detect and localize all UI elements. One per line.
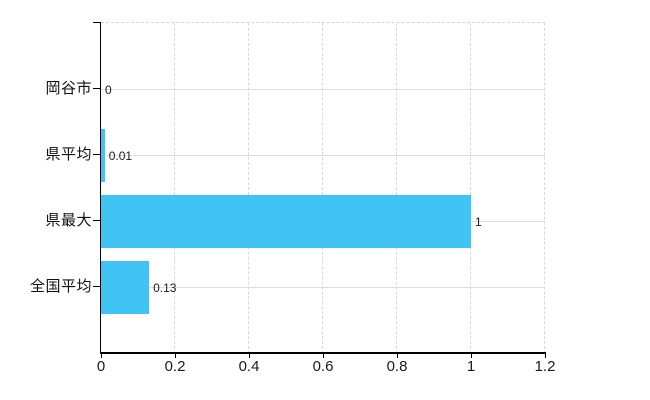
- y-axis-line: [99, 22, 102, 353]
- bar-value-label: 0: [105, 82, 112, 97]
- horizontal-gridline: [101, 155, 545, 156]
- bar-value-label: 0.01: [108, 148, 133, 163]
- x-axis-line: [99, 352, 546, 354]
- y-axis-top-tick: [93, 21, 100, 23]
- vertical-gridline: [248, 23, 249, 354]
- x-axis-tick: [248, 353, 250, 358]
- bar: [101, 261, 149, 314]
- x-axis-tick-label: 1: [466, 358, 476, 375]
- y-axis-tick: [93, 285, 100, 288]
- x-axis-tick: [544, 353, 546, 358]
- horizontal-gridline: [101, 287, 545, 288]
- bar-value-label: 1: [475, 214, 482, 229]
- y-axis-category-label: 県最大: [45, 211, 92, 229]
- x-axis-tick-label: 0: [96, 358, 106, 375]
- vertical-gridline: [174, 23, 175, 354]
- x-axis-tick: [396, 353, 398, 358]
- vertical-gridline: [396, 23, 397, 354]
- x-axis-tick-label: 0.8: [386, 358, 408, 375]
- y-axis-category-label: 県平均: [45, 145, 92, 163]
- horizontal-gridline: [101, 89, 545, 90]
- bar: [101, 129, 105, 182]
- x-axis-tick-label: 0.4: [238, 358, 260, 375]
- x-axis-tick: [322, 353, 324, 358]
- x-axis-tick: [174, 353, 176, 358]
- x-axis-tick: [470, 353, 472, 358]
- vertical-gridline: [322, 23, 323, 354]
- y-axis-category-label: 岡谷市: [45, 79, 92, 97]
- y-axis-tick: [93, 87, 100, 90]
- y-axis-tick: [93, 219, 100, 222]
- y-axis-tick: [93, 153, 100, 156]
- bar: [101, 195, 471, 248]
- x-axis-tick-label: 0.6: [312, 358, 334, 375]
- x-axis-tick-label: 0.2: [164, 358, 186, 375]
- y-axis-category-label: 全国平均: [29, 277, 92, 295]
- plot-area: 0 0.01 1 0.13: [101, 22, 545, 354]
- vertical-gridline: [544, 23, 545, 354]
- bar-value-label: 0.13: [153, 280, 177, 295]
- vertical-gridline: [470, 23, 471, 354]
- x-axis-tick-label: 1.2: [534, 358, 556, 375]
- x-axis-tick: [100, 353, 102, 358]
